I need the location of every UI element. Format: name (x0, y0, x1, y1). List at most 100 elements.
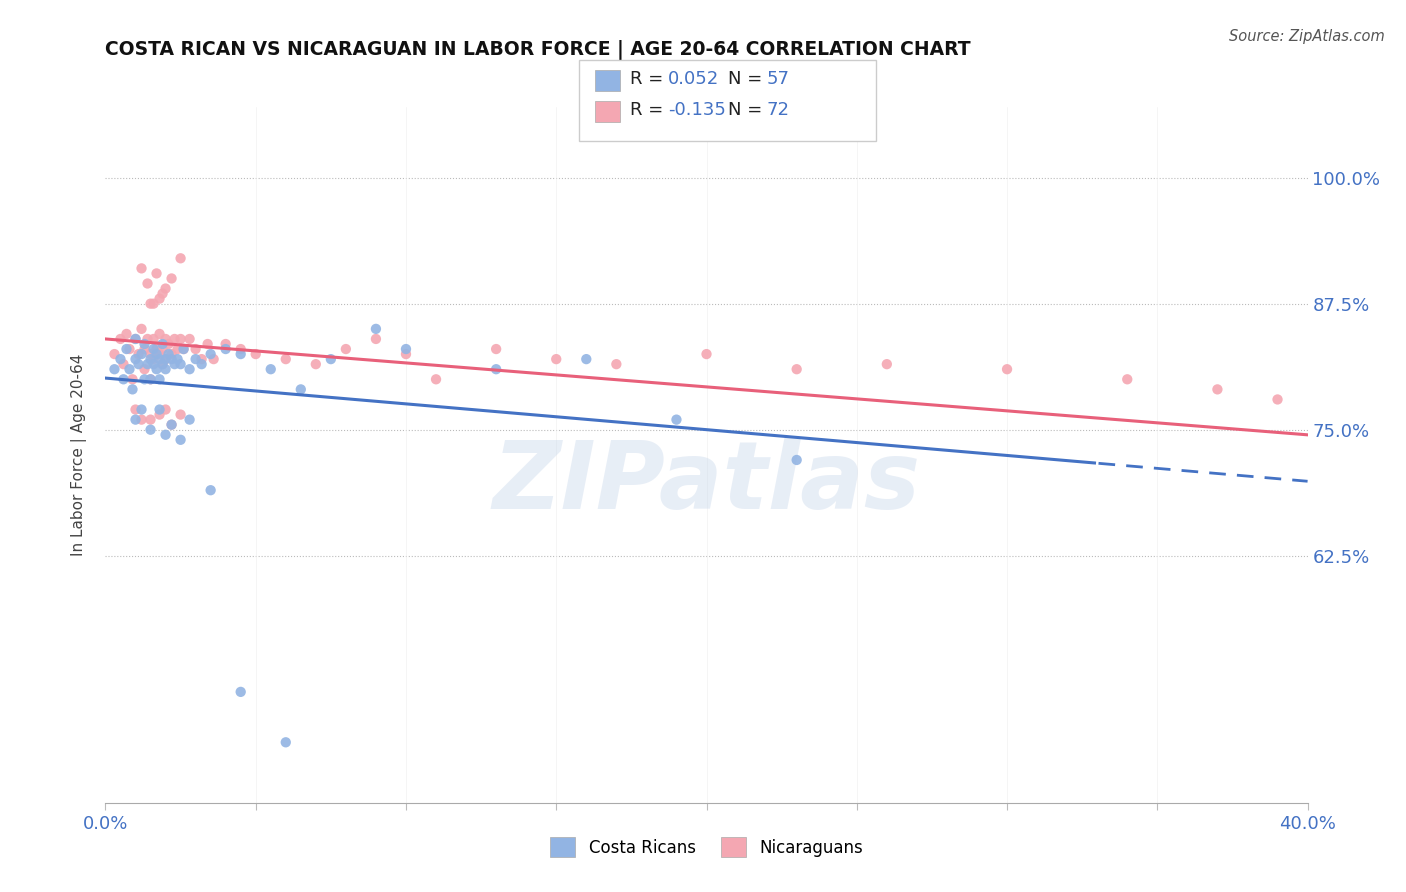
Point (139, 372, 162, 386)
Point (131, 347, 153, 361)
Point (115, 326, 138, 341)
Point (103, 347, 125, 361)
Point (245, 347, 267, 361)
Point (425, 372, 447, 386)
Point (665, 412, 688, 426)
Point (179, 362, 201, 376)
Point (485, 342, 508, 356)
Point (229, 347, 252, 361)
Point (139, 412, 162, 426)
Text: 72: 72 (766, 101, 789, 119)
Point (112, 357, 135, 371)
Point (128, 347, 150, 361)
Text: COSTA RICAN VS NICARAGUAN IN LABOR FORCE | AGE 20-64 CORRELATION CHART: COSTA RICAN VS NICARAGUAN IN LABOR FORCE… (105, 40, 972, 60)
Point (136, 277, 159, 291)
Point (152, 342, 174, 356)
Point (121, 383, 143, 397)
Point (142, 296, 165, 310)
Point (128, 357, 150, 371)
Text: 57: 57 (766, 70, 789, 87)
Point (319, 352, 342, 367)
Point (134, 362, 156, 376)
Point (169, 252, 191, 266)
Point (134, 337, 156, 351)
Point (148, 347, 170, 361)
Point (110, 352, 132, 367)
Point (131, 322, 153, 336)
Point (260, 362, 283, 376)
Point (142, 332, 165, 346)
Point (124, 332, 146, 346)
Point (145, 362, 167, 376)
Point (121, 372, 143, 386)
Point (152, 286, 174, 301)
Point (485, 362, 508, 376)
Point (166, 342, 188, 356)
Point (364, 322, 387, 336)
Point (142, 342, 165, 356)
Point (290, 383, 312, 397)
Point (110, 332, 132, 346)
Point (131, 261, 153, 276)
Point (118, 342, 141, 356)
Text: R =: R = (630, 70, 669, 87)
Point (103, 362, 125, 376)
Point (148, 372, 170, 386)
Point (131, 412, 153, 426)
Point (395, 342, 418, 356)
Point (142, 352, 165, 367)
Point (152, 357, 174, 371)
Point (148, 352, 170, 367)
Point (786, 453, 808, 467)
Point (155, 402, 177, 417)
Point (139, 352, 162, 367)
Point (155, 352, 177, 367)
Point (160, 417, 183, 432)
Point (148, 292, 170, 306)
Point (145, 267, 167, 281)
Point (274, 352, 297, 367)
Point (160, 417, 183, 432)
Point (1267, 392, 1289, 407)
Point (173, 342, 195, 356)
Point (190, 357, 212, 371)
Text: ZIPatlas: ZIPatlas (492, 437, 921, 529)
Point (214, 342, 236, 356)
Point (139, 423, 162, 437)
Text: -0.135: -0.135 (668, 101, 725, 119)
Point (190, 352, 212, 367)
Text: N =: N = (728, 70, 768, 87)
Point (112, 372, 135, 386)
Point (169, 357, 191, 371)
Point (160, 352, 183, 367)
Point (546, 352, 568, 367)
Point (139, 296, 162, 310)
Point (202, 352, 225, 367)
Point (160, 347, 183, 361)
Point (134, 342, 156, 356)
Point (395, 347, 418, 361)
Point (995, 362, 1018, 376)
Legend: Costa Ricans, Nicaraguans: Costa Ricans, Nicaraguans (544, 830, 869, 864)
Y-axis label: In Labor Force | Age 20-64: In Labor Force | Age 20-64 (70, 354, 87, 556)
Point (115, 342, 138, 356)
Point (169, 408, 191, 422)
Point (124, 332, 146, 346)
Point (229, 685, 252, 699)
Point (155, 362, 177, 376)
Point (118, 362, 141, 376)
Point (184, 352, 207, 367)
Point (305, 357, 328, 371)
Point (173, 342, 195, 356)
Point (200, 483, 222, 498)
Point (155, 352, 177, 367)
Point (148, 326, 170, 341)
Point (179, 412, 201, 426)
Point (131, 402, 153, 417)
Point (160, 271, 183, 285)
Point (163, 332, 186, 346)
Point (184, 342, 207, 356)
Point (157, 337, 180, 351)
Point (169, 433, 191, 447)
Point (696, 347, 718, 361)
